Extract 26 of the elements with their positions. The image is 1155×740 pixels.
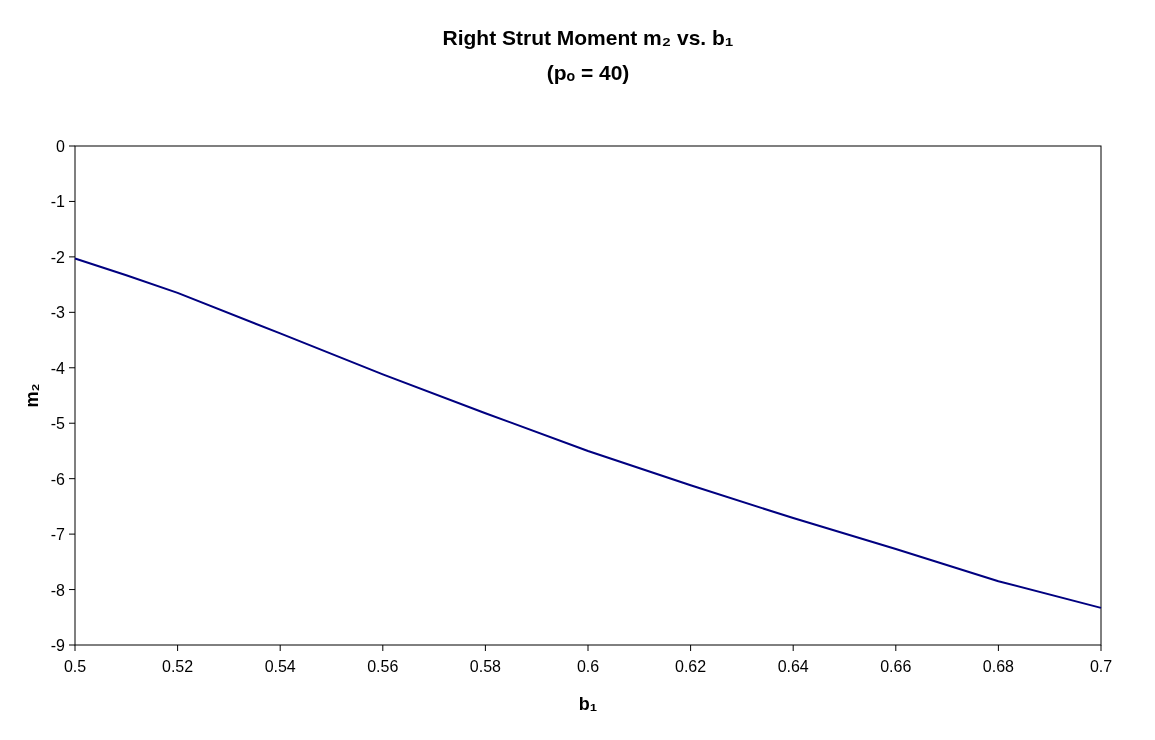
y-tick-label: -8 <box>50 581 66 599</box>
y-tick-label: -3 <box>50 304 66 322</box>
x-tick-label: 0.6 <box>576 658 600 675</box>
y-tick-label: -1 <box>50 193 66 211</box>
y-tick-label: -4 <box>50 359 66 377</box>
x-tick-label: 0.54 <box>264 658 296 675</box>
chart-subtitle: (pₒ = 40) <box>546 61 630 84</box>
x-tick-label: 0.7 <box>1089 658 1113 675</box>
x-tick-label: 0.64 <box>777 658 809 675</box>
y-axis-title: m₂ <box>22 383 42 408</box>
y-tick-label: 0 <box>56 138 66 155</box>
x-axis-title: b₁ <box>578 694 598 714</box>
chart-title: Right Strut Moment m₂ vs. b₁ <box>442 26 734 49</box>
y-tick-label: -2 <box>50 248 66 266</box>
y-tick-label: -9 <box>50 637 66 654</box>
x-tick-label: 0.58 <box>469 658 502 675</box>
y-tick-label: -5 <box>50 415 66 433</box>
y-tick-label: -7 <box>50 526 66 544</box>
y-tick-label: -6 <box>50 470 66 488</box>
x-tick-label: 0.68 <box>982 658 1015 675</box>
x-tick-label: 0.52 <box>162 658 194 675</box>
x-tick-label: 0.56 <box>367 658 399 675</box>
x-tick-label: 0.66 <box>880 658 912 675</box>
x-tick-label: 0.62 <box>675 658 707 675</box>
line-series <box>74 257 1102 609</box>
x-tick-label: 0.5 <box>63 658 87 675</box>
